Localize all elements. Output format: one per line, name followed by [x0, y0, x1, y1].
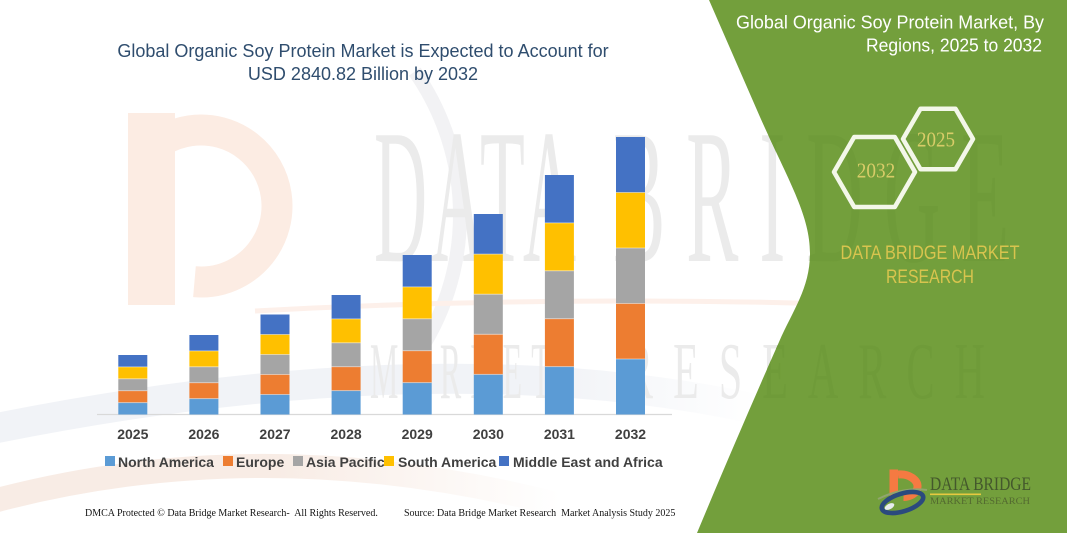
svg-text:RESEARCH: RESEARCH	[625, 327, 1005, 416]
svg-text:2025: 2025	[917, 128, 955, 152]
svg-text:Regions, 2025 to 2032: Regions, 2025 to 2032	[866, 35, 1042, 56]
svg-text:DATA BRIDGE MARKET: DATA BRIDGE MARKET	[841, 243, 1020, 264]
svg-text:Global Organic Soy Protein Mar: Global Organic Soy Protein Market, By	[736, 12, 1045, 33]
svg-text:2032: 2032	[857, 159, 896, 183]
svg-text:DATA: DATA	[374, 90, 580, 303]
svg-text:DATA BRIDGE: DATA BRIDGE	[930, 474, 1031, 495]
svg-text:MARKET RESEARCH: MARKET RESEARCH	[930, 496, 1031, 506]
svg-text:MARKET: MARKET	[370, 327, 560, 416]
svg-text:MARKET: MARKET	[370, 327, 560, 416]
svg-text:RESEARCH: RESEARCH	[886, 267, 974, 288]
